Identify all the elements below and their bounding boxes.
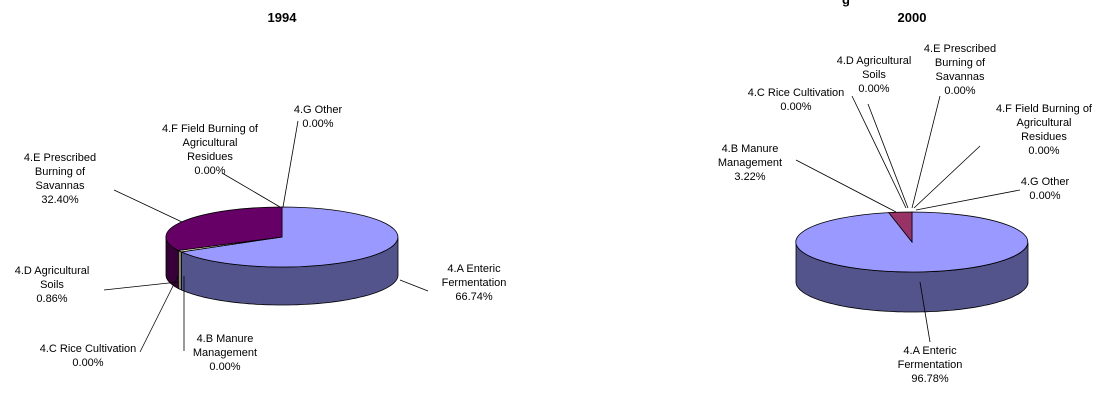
slice-percent: 0.00% — [72, 357, 103, 369]
leader-line — [913, 145, 981, 209]
slice-label-text: Management — [718, 157, 782, 169]
slice-percent: 0.00% — [209, 361, 240, 373]
leader-line — [113, 189, 183, 223]
slice-label-text: 4.G Other — [1021, 176, 1070, 188]
slice-label-text: 4.D Agricultural — [837, 55, 912, 67]
slice-percent: 66.74% — [455, 291, 493, 303]
leader-line — [911, 95, 941, 209]
slice-percent: 0.00% — [302, 118, 333, 130]
slice-label-text: 4.C Rice Cultivation — [748, 87, 845, 99]
pie-top — [795, 211, 1029, 273]
slice-percent: 0.00% — [1029, 190, 1060, 202]
slice-label-text: 4.D Agricultural — [15, 265, 90, 277]
slice-label-text: Management — [193, 347, 257, 359]
pie-chart-2000: 2000 4.A Enteric Fermentation 96.78% 4.B Ma… — [718, 10, 1093, 385]
data-label-4-d-agricultural-soils: 4.D Agricultural Soils 0.86% — [15, 265, 179, 305]
slice-label-text: 4.E Prescribed — [924, 43, 996, 55]
slice-percent: 0.00% — [780, 101, 811, 113]
pie-slice-4-b-manure-management — [887, 211, 913, 244]
data-label-4-c-rice-cultivation: 4.C Rice Cultivation 0.00% — [40, 275, 179, 369]
slice-side-4-d-agricultural-soils — [177, 249, 182, 291]
leader-line — [919, 281, 931, 343]
slice-percent: 0.00% — [194, 165, 225, 177]
leader-line — [915, 189, 1021, 211]
data-label-4-e-prescribed-burning-of-savannas: 4.E Prescribed Burning of Savannas 0.00% — [911, 43, 996, 209]
slice-percent: 0.00% — [944, 85, 975, 97]
data-label-4-e-prescribed-burning-of-savannas: 4.E Prescribed Burning of Savannas 32.40% — [24, 152, 183, 223]
slice-percent: 0.86% — [36, 293, 67, 305]
leader-line — [103, 281, 179, 291]
data-label-4-f-field-burning-of-agricultural-residues: 4.F Field Burning of Agricultural Residues… — [162, 123, 281, 208]
leader-line — [221, 172, 281, 208]
data-label-4-a-enteric-fermentation: 4.A Enteric Fermentation 66.74% — [399, 263, 507, 303]
slice-label-text: Fermentation — [442, 277, 507, 289]
slice-label-text: Fermentation — [898, 359, 963, 371]
leader-line — [399, 279, 429, 292]
leader-line — [851, 95, 907, 209]
data-label-4-b-manure-management: 4.B Manure Management 0.00% — [183, 276, 257, 373]
slice-label-text: 4.B Manure — [722, 143, 779, 155]
slice-label-text: Savannas — [36, 180, 85, 192]
leader-line — [867, 103, 909, 209]
slice-percent: 96.78% — [911, 373, 949, 385]
slice-label-text: 4.F Field Burning of — [996, 103, 1093, 115]
pie-labels: 4.A Enteric Fermentation 66.74% 4.B Manure M… — [15, 104, 507, 373]
slice-label-text: 4.E Prescribed — [24, 152, 96, 164]
slice-label-text: Soils — [862, 69, 886, 81]
slice-label-text: Burning of — [35, 166, 86, 178]
data-label-4-d-agricultural-soils: 4.D Agricultural Soils 0.00% — [837, 55, 912, 209]
data-label-4-g-other: 4.G Other 0.00% — [282, 104, 343, 208]
slice-label-text: Agricultural — [182, 137, 237, 149]
pie-labels: 4.A Enteric Fermentation 96.78% 4.B Manure M… — [718, 43, 1093, 385]
chart-title: 1994 — [268, 10, 298, 25]
slice-label-text: Soils — [40, 279, 64, 291]
slice-percent: 0.00% — [1028, 145, 1059, 157]
leader-line — [282, 120, 299, 208]
pie-slice-4-a-enteric-fermentation — [179, 206, 399, 268]
pie-chart-1994: 1994 4.A Enteric Fermentation 66.74% 4.B Ma… — [15, 10, 507, 373]
slice-label-text: 4.A Enteric — [903, 345, 957, 357]
slice-label-text: Residues — [187, 151, 233, 163]
clipped-heading-fragment: g — [842, 0, 850, 7]
slice-percent: 0.00% — [858, 83, 889, 95]
slice-label-text: Burning of — [935, 57, 986, 69]
slice-percent: 3.22% — [734, 171, 765, 183]
slice-percent: 32.40% — [41, 194, 79, 206]
data-label-4-c-rice-cultivation: 4.C Rice Cultivation 0.00% — [748, 87, 907, 209]
data-label-4-b-manure-management: 4.B Manure Management 3.22% — [718, 143, 897, 213]
pie-top — [165, 206, 399, 268]
pie-slice-4-e-prescribed-burning-of-savannas — [165, 206, 283, 251]
slice-label-text: Savannas — [936, 71, 985, 83]
leader-line — [795, 159, 897, 213]
slice-label-text: Residues — [1021, 131, 1067, 143]
slice-label-text: 4.A Enteric — [447, 263, 501, 275]
slice-label-text: 4.B Manure — [197, 333, 254, 345]
data-label-4-f-field-burning-of-agricultural-residues: 4.F Field Burning of Agricultural Residues… — [913, 103, 1093, 209]
data-label-4-g-other: 4.G Other 0.00% — [915, 176, 1070, 211]
slice-label-text: 4.C Rice Cultivation — [40, 343, 137, 355]
leader-line — [139, 275, 179, 353]
slice-label-text: Agricultural — [1016, 117, 1071, 129]
chart-title: 2000 — [898, 10, 927, 25]
slice-label-text: 4.F Field Burning of — [162, 123, 259, 135]
slice-label-text: 4.G Other — [294, 104, 343, 116]
data-label-4-a-enteric-fermentation: 4.A Enteric Fermentation 96.78% — [898, 281, 963, 385]
